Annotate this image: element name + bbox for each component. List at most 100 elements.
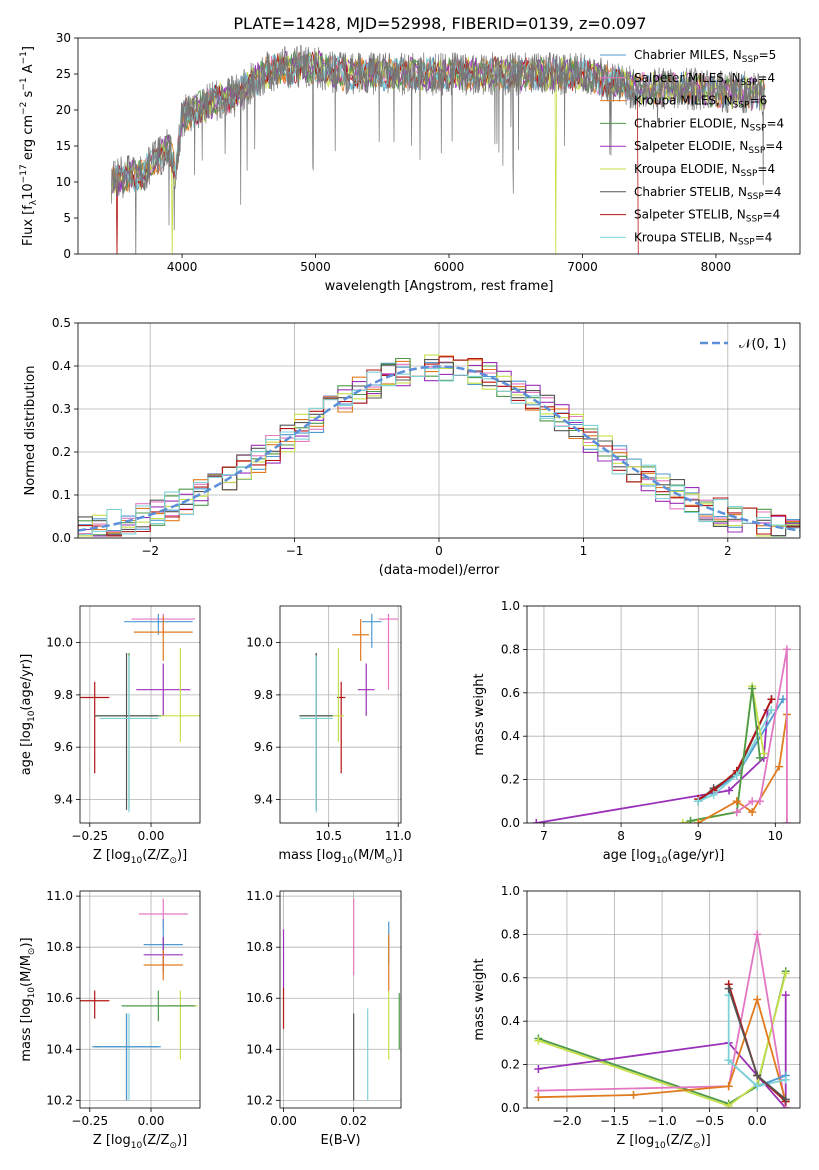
- x-axis-label: mass [log10​(M/M⊙​)]: [278, 848, 402, 866]
- legend-label: Chabrier STELIB, N: [634, 185, 747, 199]
- axes-frame: [79, 605, 201, 824]
- legend-suffix: =4: [757, 162, 775, 176]
- legend-label: Chabrier ELODIE, N: [634, 116, 750, 130]
- gaussian-curve: [78, 365, 800, 532]
- weight-marker-chabrier_elodie: [748, 684, 757, 693]
- label-part: 1: [580, 544, 588, 558]
- label-part: ⊙: [385, 856, 393, 866]
- legend-sub: SSP: [750, 123, 767, 133]
- weight-marker-kroupa_elodie: [534, 1036, 543, 1045]
- y-axis-label: age [log10​(age/yr)]: [19, 654, 37, 776]
- label-part: −2: [19, 102, 29, 115]
- weight-marker-salpeter_miles: [748, 797, 757, 806]
- label-part: 9.8: [54, 688, 73, 702]
- weight-line-salpeter_miles: [538, 934, 787, 1108]
- weight-marker-kroupa_stelib: [767, 706, 776, 715]
- x-tick-label: −2: [141, 544, 159, 558]
- label-part: (Z/Z: [142, 848, 169, 863]
- axes-frame: [79, 890, 201, 1109]
- y-tick-label: 10.2: [246, 1093, 273, 1107]
- legend-sub: SSP: [746, 215, 763, 225]
- x-tick-label: −0.25: [71, 1114, 108, 1128]
- label-part: 5000: [300, 260, 331, 274]
- label-part: 10: [21, 183, 36, 200]
- label-part: 0.0: [748, 1114, 767, 1128]
- label-part: 25: [56, 67, 71, 81]
- y-tick-label: 9.8: [54, 688, 73, 702]
- label-part: 8: [617, 829, 625, 843]
- plot-area: [534, 930, 790, 1108]
- x-tick-label: −1.0: [648, 1114, 677, 1128]
- label-part: (age/yr)]: [667, 848, 724, 863]
- weight-marker-kroupa_elodie: [759, 749, 768, 758]
- label-part: )]: [701, 1133, 711, 1148]
- label-part: 9.8: [254, 688, 273, 702]
- x-tick-label: 0.00: [138, 1114, 165, 1128]
- label-part: 0.6: [501, 971, 520, 985]
- label-part: 0.6: [501, 686, 520, 700]
- weight-line-kroupa_elodie: [538, 973, 787, 1107]
- label-part: Z [log: [93, 1133, 131, 1148]
- label-part: age [log: [603, 848, 656, 863]
- y-axis-label: mass [log10​(M/M⊙​)]: [19, 937, 37, 1061]
- y-tick-label: 0.8: [501, 927, 520, 941]
- label-part: A: [21, 64, 36, 77]
- label-part: ⊙: [169, 1141, 177, 1151]
- x-tick-label: 0: [435, 544, 443, 558]
- y-axis-label: Flux [fλ​10−17​ erg cm−2​ s−1​ A−1​]: [19, 46, 39, 246]
- legend-entry: Chabrier ELODIE, NSSP=4: [634, 116, 784, 133]
- plot-mass_vs_Z: −0.25 0.00 10.2 10.4 10.6 10.8 11.0 Z [log10​(Z…: [19, 889, 201, 1151]
- y-tick-label: 0.4: [52, 359, 71, 373]
- weight-marker-kroupa_miles: [748, 808, 757, 817]
- label-part: 0.8: [501, 642, 520, 656]
- weight-marker-kroupa_miles: [775, 762, 784, 771]
- legend-entry: Salpeter STELIB, NSSP=4: [634, 208, 780, 225]
- weight-line-kroupa_stelib: [697, 709, 773, 803]
- weight-marker-salpeter_miles: [782, 645, 791, 654]
- label-part: 10: [768, 829, 783, 843]
- weight-marker-kroupa_miles: [629, 1090, 638, 1099]
- label-part: 10: [56, 175, 71, 189]
- label-part: )]: [19, 937, 34, 947]
- label-part: (M/M: [19, 955, 34, 987]
- plot-age_vs_mass: 10.5 11.0 9.4 9.6 9.8 10.0 mass [log10​(M/M⊙​)…: [246, 605, 412, 866]
- x-tick-label: 7: [540, 829, 548, 843]
- label-part: s: [21, 90, 36, 101]
- label-part: 0.4: [501, 1014, 520, 1028]
- label-part: (M/M: [353, 848, 385, 863]
- weight-marker-chabrier_stelib: [781, 1095, 790, 1104]
- label-part: 1.0: [501, 884, 520, 898]
- label-part: 0.4: [52, 359, 71, 373]
- label-part: 0: [435, 544, 443, 558]
- x-axis-label: Z [log10​(Z/Z⊙​)]: [93, 1133, 187, 1151]
- legend-sub: SSP: [738, 237, 755, 247]
- label-part: 9.4: [254, 792, 273, 806]
- weight-line-salpeter_stelib: [697, 698, 773, 800]
- label-part: 0: [63, 247, 71, 261]
- legend-entry: Kroupa STELIB, NSSP=4: [634, 230, 772, 247]
- y-axis-label: Normed distribution: [23, 366, 38, 496]
- plot-age_vs_Z: −0.25 0.00 9.4 9.6 9.8 10.0 Z [log10​(Z/Z⊙​)] a…: [19, 605, 201, 866]
- x-tick-label: 11.0: [385, 829, 412, 843]
- label-part: −1: [19, 51, 29, 64]
- y-tick-label: 9.4: [254, 792, 273, 806]
- label-part: 11.0: [385, 829, 412, 843]
- label-part: (Z/Z: [666, 1133, 693, 1148]
- label-part: ⊙: [693, 1141, 701, 1151]
- label-part: 0.2: [501, 773, 520, 787]
- label-part: mass weight: [472, 673, 487, 755]
- weight-line-salpeter_elodie: [536, 710, 769, 823]
- y-tick-label: 9.6: [254, 740, 273, 754]
- label-part: 10.0: [246, 636, 273, 650]
- label-part: 10: [27, 710, 37, 722]
- y-tick-label: 0.6: [501, 686, 520, 700]
- y-tick-label: 0.0: [501, 816, 520, 830]
- label-part: −1: [19, 77, 29, 90]
- x-tick-label: 4000: [167, 260, 198, 274]
- label-part: 10: [654, 1141, 666, 1151]
- legend-suffix: =4: [763, 208, 781, 222]
- label-part: mass weight: [472, 958, 487, 1040]
- x-tick-label: 8: [617, 829, 625, 843]
- plot-area: [80, 613, 200, 813]
